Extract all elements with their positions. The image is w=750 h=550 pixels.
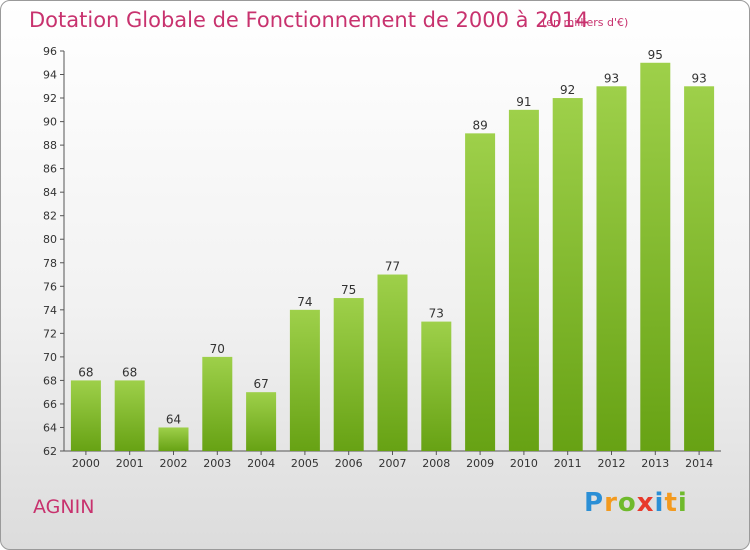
y-tick-label: 66 bbox=[43, 398, 57, 411]
data-label: 73 bbox=[429, 307, 444, 321]
y-tick-label: 84 bbox=[43, 186, 57, 199]
x-tick-label: 2007 bbox=[379, 457, 407, 470]
logo-letter: i bbox=[677, 488, 688, 518]
logo-letter: o bbox=[617, 488, 637, 518]
y-tick-label: 76 bbox=[43, 280, 57, 293]
data-label: 91 bbox=[516, 95, 531, 109]
y-tick-label: 80 bbox=[43, 233, 57, 246]
x-tick-label: 2001 bbox=[116, 457, 144, 470]
x-tick-label: 2002 bbox=[160, 457, 188, 470]
y-tick-label: 64 bbox=[43, 421, 57, 434]
x-tick-label: 2008 bbox=[422, 457, 450, 470]
bar bbox=[377, 274, 408, 451]
data-label: 89 bbox=[472, 118, 487, 132]
bar bbox=[333, 298, 364, 451]
data-label: 64 bbox=[166, 412, 181, 426]
data-label: 68 bbox=[122, 365, 137, 379]
y-tick-label: 86 bbox=[43, 163, 57, 176]
bar bbox=[114, 380, 145, 451]
bar bbox=[246, 392, 277, 451]
chart-title: Dotation Globale de Fonctionnement de 20… bbox=[29, 8, 589, 32]
bar bbox=[684, 86, 715, 451]
y-tick-label: 88 bbox=[43, 139, 57, 152]
logo-letter: i bbox=[654, 488, 665, 518]
y-tick-label: 74 bbox=[43, 304, 57, 317]
y-tick-label: 96 bbox=[43, 45, 57, 58]
bar bbox=[552, 98, 583, 451]
x-tick-label: 2014 bbox=[685, 457, 713, 470]
x-tick-label: 2012 bbox=[598, 457, 626, 470]
bar bbox=[158, 427, 189, 451]
y-tick-label: 62 bbox=[43, 445, 57, 458]
x-tick-label: 2000 bbox=[72, 457, 100, 470]
bar bbox=[596, 86, 627, 451]
chart-subtitle: (en milliers d'€) bbox=[542, 16, 629, 29]
y-tick-label: 70 bbox=[43, 351, 57, 364]
data-label: 75 bbox=[341, 283, 356, 297]
x-tick-label: 2013 bbox=[641, 457, 669, 470]
data-label: 67 bbox=[253, 377, 268, 391]
data-label: 74 bbox=[297, 295, 312, 309]
x-tick-label: 2009 bbox=[466, 457, 494, 470]
data-label: 95 bbox=[648, 48, 663, 62]
y-tick-label: 94 bbox=[43, 69, 57, 82]
bar bbox=[421, 321, 452, 451]
bar bbox=[508, 109, 539, 451]
bar bbox=[465, 133, 496, 451]
data-label: 68 bbox=[78, 365, 93, 379]
data-label: 93 bbox=[691, 71, 706, 85]
logo-letter: t bbox=[664, 488, 678, 518]
y-tick-label: 92 bbox=[43, 92, 57, 105]
bar bbox=[640, 62, 671, 451]
x-tick-label: 2005 bbox=[291, 457, 319, 470]
y-tick-label: 78 bbox=[43, 257, 57, 270]
y-tick-label: 68 bbox=[43, 374, 57, 387]
logo-letter: r bbox=[604, 488, 618, 518]
data-label: 70 bbox=[210, 342, 225, 356]
data-label: 93 bbox=[604, 71, 619, 85]
x-tick-label: 2003 bbox=[203, 457, 231, 470]
logo-letter: P bbox=[584, 488, 605, 518]
data-label: 92 bbox=[560, 83, 575, 97]
x-tick-label: 2011 bbox=[554, 457, 582, 470]
logo-letter: x bbox=[636, 488, 655, 518]
y-tick-label: 82 bbox=[43, 210, 57, 223]
y-tick-label: 90 bbox=[43, 116, 57, 129]
bar bbox=[202, 356, 233, 451]
commune-name: AGNIN bbox=[33, 496, 95, 518]
x-tick-label: 2006 bbox=[335, 457, 363, 470]
x-tick-label: 2004 bbox=[247, 457, 275, 470]
data-label: 77 bbox=[385, 260, 400, 274]
x-tick-label: 2010 bbox=[510, 457, 538, 470]
y-tick-label: 72 bbox=[43, 327, 57, 340]
proxiti-logo: Proxiti bbox=[584, 488, 688, 518]
bar bbox=[70, 380, 101, 451]
bar bbox=[289, 309, 320, 451]
